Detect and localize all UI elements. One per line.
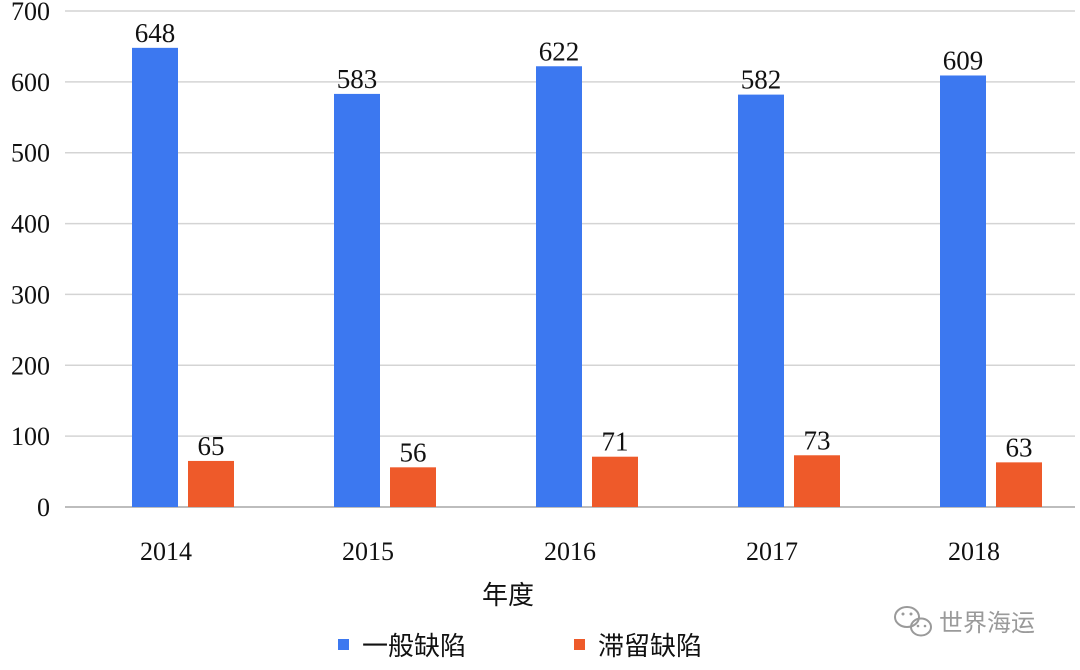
data-label-detained-defect-2018: 63 bbox=[1006, 432, 1033, 462]
wechat-icon bbox=[894, 606, 932, 637]
bar-detained-defect-2015 bbox=[390, 467, 436, 507]
data-label-general-defect-2015: 583 bbox=[337, 64, 378, 94]
data-label-detained-defect-2015: 56 bbox=[400, 437, 427, 467]
legend-label-detained-defect: 滞留缺陷 bbox=[598, 632, 702, 662]
bar-general-defect-2018 bbox=[940, 75, 986, 507]
data-label-detained-defect-2017: 73 bbox=[804, 425, 831, 455]
bar-detained-defect-2016 bbox=[592, 456, 638, 507]
watermark-text: 世界海运 bbox=[939, 609, 1035, 637]
bar-detained-defect-2017 bbox=[794, 455, 840, 507]
bar-general-defect-2017 bbox=[738, 94, 784, 508]
bar-detained-defect-2014 bbox=[188, 460, 234, 507]
x-axis-title: 年度 bbox=[482, 581, 534, 611]
data-labels: 648 65 583 56 622 71 582 73 609 63 bbox=[135, 18, 1033, 467]
y-tick-label: 200 bbox=[11, 351, 50, 380]
bar-detained-defect-2018 bbox=[996, 462, 1042, 507]
data-label-general-defect-2018: 609 bbox=[943, 45, 984, 75]
bar-general-defect-2015 bbox=[334, 93, 380, 507]
y-tick-label: 600 bbox=[11, 68, 50, 97]
bar-general-defect-2016 bbox=[536, 66, 582, 508]
y-tick-label: 700 bbox=[11, 0, 50, 26]
data-label-general-defect-2016: 622 bbox=[539, 36, 580, 66]
data-label-detained-defect-2014: 65 bbox=[198, 431, 225, 461]
legend-swatch-general-defect bbox=[338, 639, 349, 650]
x-tick-label: 2018 bbox=[948, 537, 1000, 566]
data-label-general-defect-2014: 648 bbox=[135, 18, 176, 48]
y-tick-label: 500 bbox=[11, 139, 50, 168]
legend-swatch-detained-defect bbox=[574, 639, 585, 650]
x-tick-label: 2016 bbox=[544, 537, 596, 566]
x-tick-label: 2017 bbox=[746, 537, 798, 566]
x-tick-label: 2014 bbox=[140, 537, 192, 566]
y-tick-label: 300 bbox=[11, 280, 50, 309]
y-tick-label: 100 bbox=[11, 422, 50, 451]
x-tick-label: 2015 bbox=[342, 537, 394, 566]
legend: 一般缺陷 滞留缺陷 bbox=[338, 632, 702, 662]
y-tick-label: 400 bbox=[11, 210, 50, 239]
x-axis-ticks: 2014 2015 2016 2017 2018 bbox=[140, 537, 1000, 566]
data-label-detained-defect-2016: 71 bbox=[602, 427, 629, 457]
legend-label-general-defect: 一般缺陷 bbox=[362, 632, 466, 662]
y-tick-label: 0 bbox=[37, 493, 50, 522]
data-label-general-defect-2017: 582 bbox=[741, 65, 782, 95]
watermark: 世界海运 bbox=[894, 606, 1035, 637]
y-axis-ticks: 0 100 200 300 400 500 600 700 bbox=[11, 0, 50, 522]
bars bbox=[132, 47, 1042, 508]
bar-general-defect-2014 bbox=[132, 47, 178, 508]
